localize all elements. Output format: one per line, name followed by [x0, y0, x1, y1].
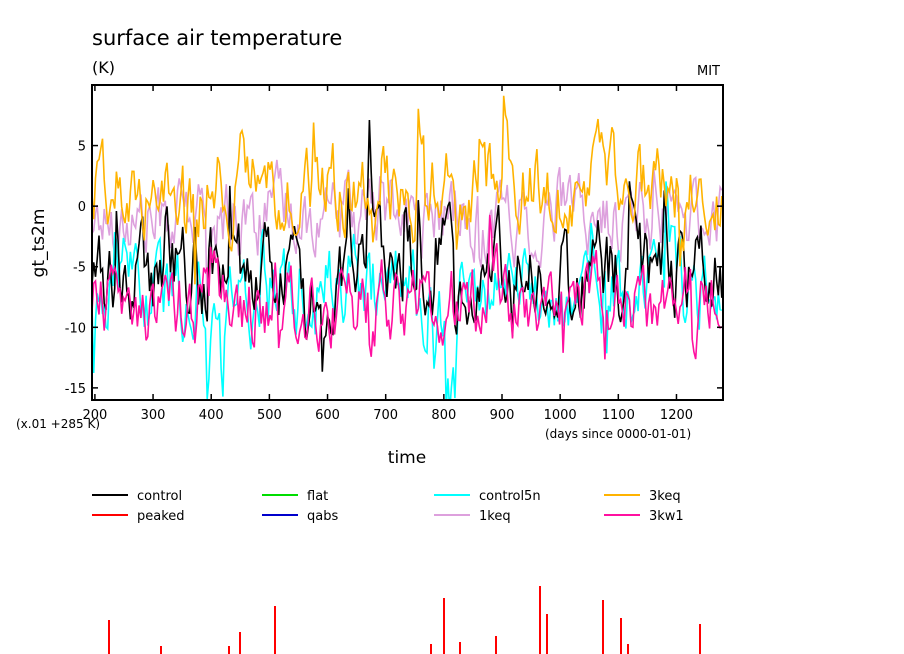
legend-label: 3keq [649, 489, 681, 504]
x-axis-title: time [388, 448, 426, 468]
chart-title: surface air temperature [92, 26, 342, 50]
institution-label: MIT [697, 64, 720, 79]
x-units-note: (days since 0000-01-01) [545, 427, 691, 441]
legend-label: peaked [137, 509, 185, 524]
legend: control peaked flat qabs control5n 1keq 3keq 3k… [92, 489, 684, 524]
legend-label: qabs [307, 509, 338, 524]
x-axis: 200 300 400 500 600 700 800 900 1000 1100 1200 [82, 85, 693, 423]
y-scale-note: (x.01 +285 K) [16, 417, 100, 431]
y-tick-label: -10 [65, 321, 86, 336]
bottom-red-spikes [108, 586, 701, 654]
y-axis: -15 -10 -5 0 5 [65, 140, 723, 397]
x-tick-label: 1000 [544, 408, 577, 423]
x-tick-label: 1100 [602, 408, 635, 423]
y-tick-label: 0 [78, 200, 86, 215]
series-line-3keq [92, 95, 723, 285]
y-tick-label: 5 [78, 140, 86, 155]
y-tick-label: -15 [65, 382, 86, 397]
plot-frame [91, 84, 724, 401]
x-tick-label: 300 [141, 408, 166, 423]
legend-label: flat [307, 489, 328, 504]
series-line-control [92, 119, 723, 372]
series-line-3kw1 [92, 214, 723, 360]
legend-label: 1keq [479, 509, 511, 524]
x-tick-label: 800 [431, 408, 456, 423]
series-group [92, 95, 723, 400]
x-tick-label: 700 [373, 408, 398, 423]
x-tick-label: 500 [257, 408, 282, 423]
x-tick-label: 600 [315, 408, 340, 423]
legend-label: control [137, 489, 182, 504]
y-tick-label: -5 [73, 261, 86, 276]
legend-label: 3kw1 [649, 509, 684, 524]
x-tick-label: 200 [82, 408, 107, 423]
x-tick-label: 400 [199, 408, 224, 423]
x-tick-label: 1200 [660, 408, 693, 423]
y-axis-title: gt_ts2m [29, 209, 49, 278]
legend-label: control5n [479, 489, 541, 504]
x-tick-label: 900 [490, 408, 515, 423]
chart-units: (K) [92, 58, 115, 77]
